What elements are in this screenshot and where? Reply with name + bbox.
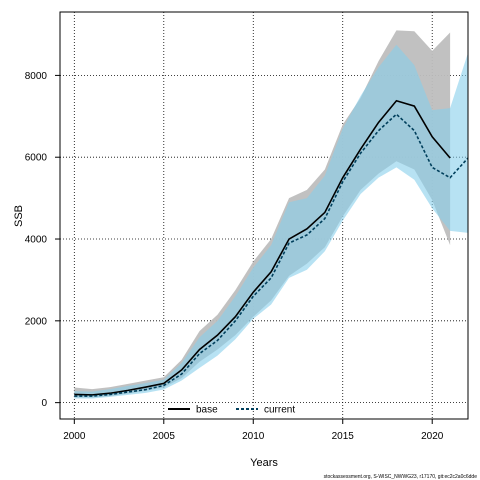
x-tick-label: 2015	[332, 431, 355, 442]
y-tick-label: 6000	[25, 153, 48, 164]
series-line-current	[74, 113, 469, 397]
y-axis-title: SSB	[13, 205, 25, 227]
y-tick-label: 0	[41, 398, 47, 409]
y-tick-label: 2000	[25, 316, 48, 327]
x-tick-label: 2000	[63, 431, 86, 442]
credit-text: stockassessment.org, S-WISC_NWWG23, r171…	[324, 474, 478, 480]
legend-label-base: base	[196, 405, 218, 416]
series-lines	[74, 99, 469, 397]
confidence-bands	[74, 30, 468, 399]
y-axis: 0 2000 4000 6000 8000	[25, 71, 60, 409]
x-tick-label: 2005	[153, 431, 176, 442]
confidence-band-current	[74, 44, 468, 399]
plot-frame	[59, 11, 469, 420]
series-line-base	[74, 99, 451, 396]
legend: base current	[168, 405, 295, 416]
legend-label-current: current	[264, 405, 295, 416]
x-axis-title: Years	[250, 457, 278, 469]
y-tick-label: 4000	[25, 235, 48, 246]
y-tick-label: 8000	[25, 71, 48, 82]
x-tick-label: 2020	[421, 431, 444, 442]
x-tick-label: 2010	[242, 431, 265, 442]
x-axis: 2000 2005 2010 2015 2020	[63, 419, 444, 442]
